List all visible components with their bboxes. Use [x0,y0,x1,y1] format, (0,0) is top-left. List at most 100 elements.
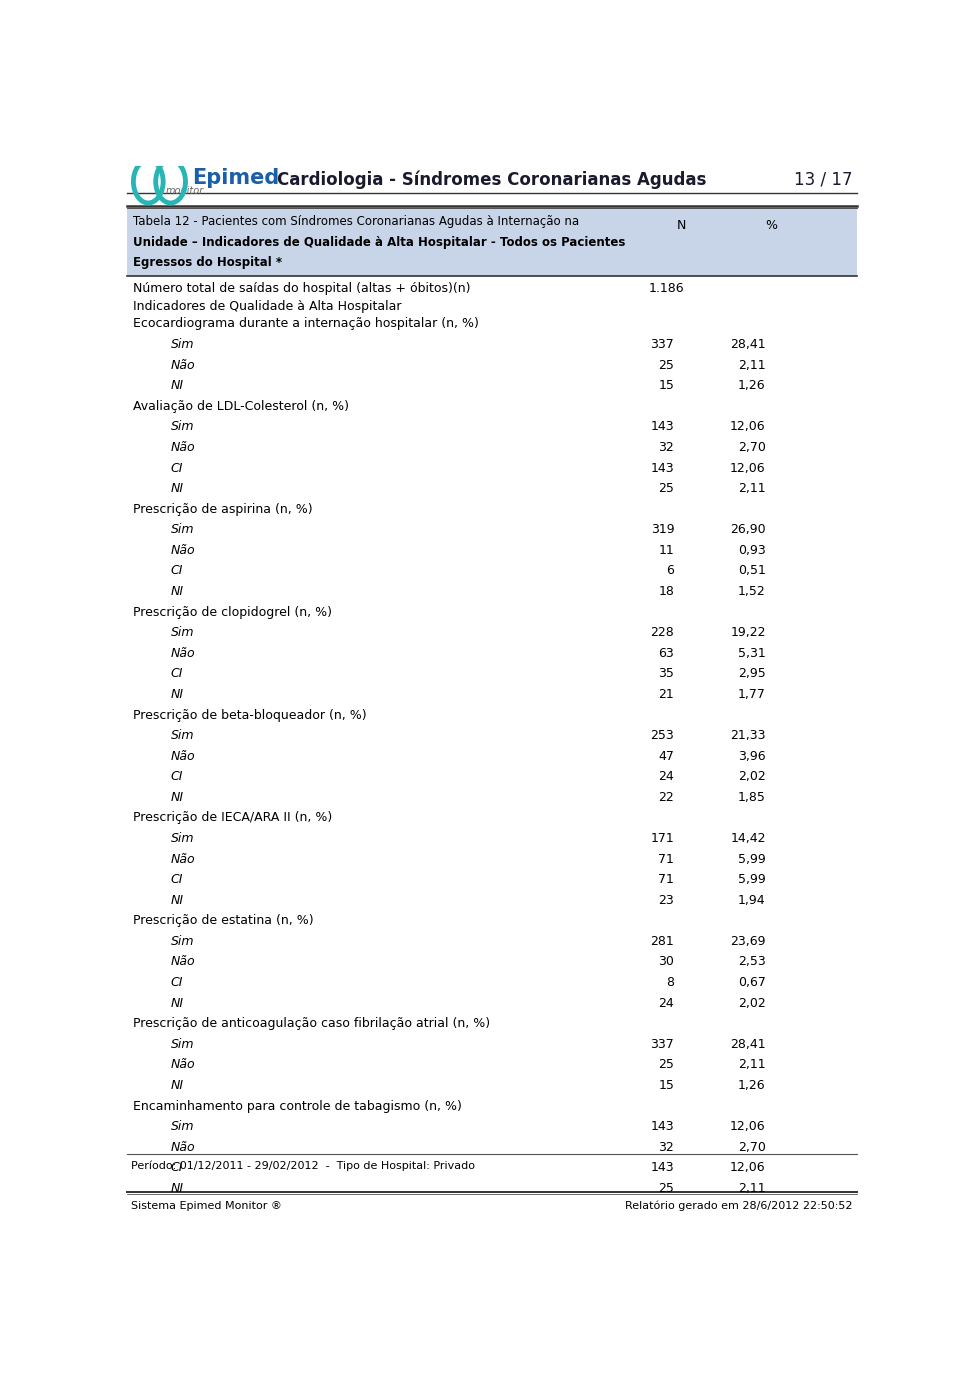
Text: 2,11: 2,11 [738,1181,766,1195]
Text: 25: 25 [659,1181,674,1195]
Text: CI: CI [171,461,183,475]
Text: 2,02: 2,02 [738,997,766,1010]
Text: NI: NI [171,791,183,803]
Text: 71: 71 [659,873,674,886]
Text: 14,42: 14,42 [731,832,766,845]
Text: 28,41: 28,41 [731,338,766,350]
Text: Prescrição de estatina (n, %): Prescrição de estatina (n, %) [133,914,314,928]
Text: 25: 25 [659,359,674,371]
Text: Sim: Sim [171,626,194,638]
Text: Sim: Sim [171,1037,194,1051]
Text: N: N [677,219,686,231]
Text: Sim: Sim [171,1120,194,1133]
Text: Relatório gerado em 28/6/2012 22:50:52: Relatório gerado em 28/6/2012 22:50:52 [625,1201,852,1210]
Text: Sim: Sim [171,935,194,947]
Text: 143: 143 [651,1120,674,1133]
Text: 2,70: 2,70 [738,440,766,454]
Text: 337: 337 [651,1037,674,1051]
Text: CI: CI [171,668,183,680]
Text: Não: Não [171,1141,195,1154]
Text: 2,02: 2,02 [738,770,766,784]
Text: Período: 01/12/2011 - 29/02/2012  -  Tipo de Hospital: Privado: Período: 01/12/2011 - 29/02/2012 - Tipo … [132,1161,475,1170]
Text: 23: 23 [659,893,674,907]
Text: 3,96: 3,96 [738,749,766,763]
Text: 5,99: 5,99 [738,873,766,886]
Text: 15: 15 [659,1079,674,1091]
Text: NI: NI [171,1181,183,1195]
Text: 18: 18 [659,584,674,598]
Text: 23,69: 23,69 [731,935,766,947]
Bar [128,209,856,276]
Text: 2,11: 2,11 [738,359,766,371]
Text: 2,53: 2,53 [738,956,766,968]
Text: 35: 35 [659,668,674,680]
Text: 1.186: 1.186 [648,283,684,295]
Text: Não: Não [171,956,195,968]
Text: Prescrição de aspirina (n, %): Prescrição de aspirina (n, %) [133,503,313,515]
Text: Epimed: Epimed [192,169,279,188]
Text: 26,90: 26,90 [731,524,766,536]
Text: 19,22: 19,22 [731,626,766,638]
Text: 319: 319 [651,524,674,536]
Text: 337: 337 [651,338,674,350]
Text: 228: 228 [651,626,674,638]
Text: Não: Não [171,440,195,454]
Text: CI: CI [171,873,183,886]
Text: 12,06: 12,06 [731,1161,766,1174]
Text: Não: Não [171,544,195,557]
Text: 32: 32 [659,440,674,454]
Text: Prescrição de IECA/ARA II (n, %): Prescrição de IECA/ARA II (n, %) [133,812,333,824]
Text: 12,06: 12,06 [731,420,766,434]
Text: 25: 25 [659,482,674,494]
Text: 12,06: 12,06 [731,461,766,475]
Text: 21,33: 21,33 [731,729,766,742]
Text: 8: 8 [666,976,674,989]
Text: CI: CI [171,770,183,784]
Text: CI: CI [171,976,183,989]
Text: Não: Não [171,749,195,763]
Text: NI: NI [171,1079,183,1091]
Text: 5,99: 5,99 [738,853,766,866]
Text: Sistema Epimed Monitor ®: Sistema Epimed Monitor ® [132,1201,282,1210]
Text: NI: NI [171,997,183,1010]
Text: 22: 22 [659,791,674,803]
Text: 24: 24 [659,770,674,784]
Text: CI: CI [171,565,183,578]
Text: 1,85: 1,85 [738,791,766,803]
Text: 1,26: 1,26 [738,379,766,392]
Text: Não: Não [171,647,195,659]
Text: CI: CI [171,1161,183,1174]
Text: 24: 24 [659,997,674,1010]
Text: 0,51: 0,51 [738,565,766,578]
Text: Prescrição de clopidogrel (n, %): Prescrição de clopidogrel (n, %) [133,605,332,619]
Text: Avaliação de LDL-Colesterol (n, %): Avaliação de LDL-Colesterol (n, %) [133,400,349,413]
Text: 143: 143 [651,420,674,434]
Text: 2,11: 2,11 [738,1058,766,1072]
Text: 253: 253 [651,729,674,742]
Text: NI: NI [171,893,183,907]
Text: 28,41: 28,41 [731,1037,766,1051]
Text: Não: Não [171,853,195,866]
Text: Ecocardiograma durante a internação hospitalar (n, %): Ecocardiograma durante a internação hosp… [133,317,479,331]
Text: 1,26: 1,26 [738,1079,766,1091]
Text: 143: 143 [651,1161,674,1174]
Text: Sim: Sim [171,524,194,536]
Text: 71: 71 [659,853,674,866]
Text: 143: 143 [651,461,674,475]
Text: 11: 11 [659,544,674,557]
Text: 25: 25 [659,1058,674,1072]
Text: 21: 21 [659,688,674,701]
Text: Unidade – Indicadores de Qualidade à Alta Hospitalar - Todos os Pacientes: Unidade – Indicadores de Qualidade à Alt… [133,235,626,248]
Text: Cardiologia - Síndromes Coronarianas Agudas: Cardiologia - Síndromes Coronarianas Agu… [277,170,707,188]
Text: 2,70: 2,70 [738,1141,766,1154]
Text: NI: NI [171,688,183,701]
Text: 171: 171 [651,832,674,845]
Text: Prescrição de anticoagulação caso fibrilação atrial (n, %): Prescrição de anticoagulação caso fibril… [133,1017,491,1030]
Text: 0,67: 0,67 [738,976,766,989]
Text: Prescrição de beta-bloqueador (n, %): Prescrição de beta-bloqueador (n, %) [133,709,367,722]
Text: 1,77: 1,77 [738,688,766,701]
Text: Não: Não [171,359,195,371]
Text: 1,52: 1,52 [738,584,766,598]
Text: 281: 281 [651,935,674,947]
Text: 6: 6 [666,565,674,578]
